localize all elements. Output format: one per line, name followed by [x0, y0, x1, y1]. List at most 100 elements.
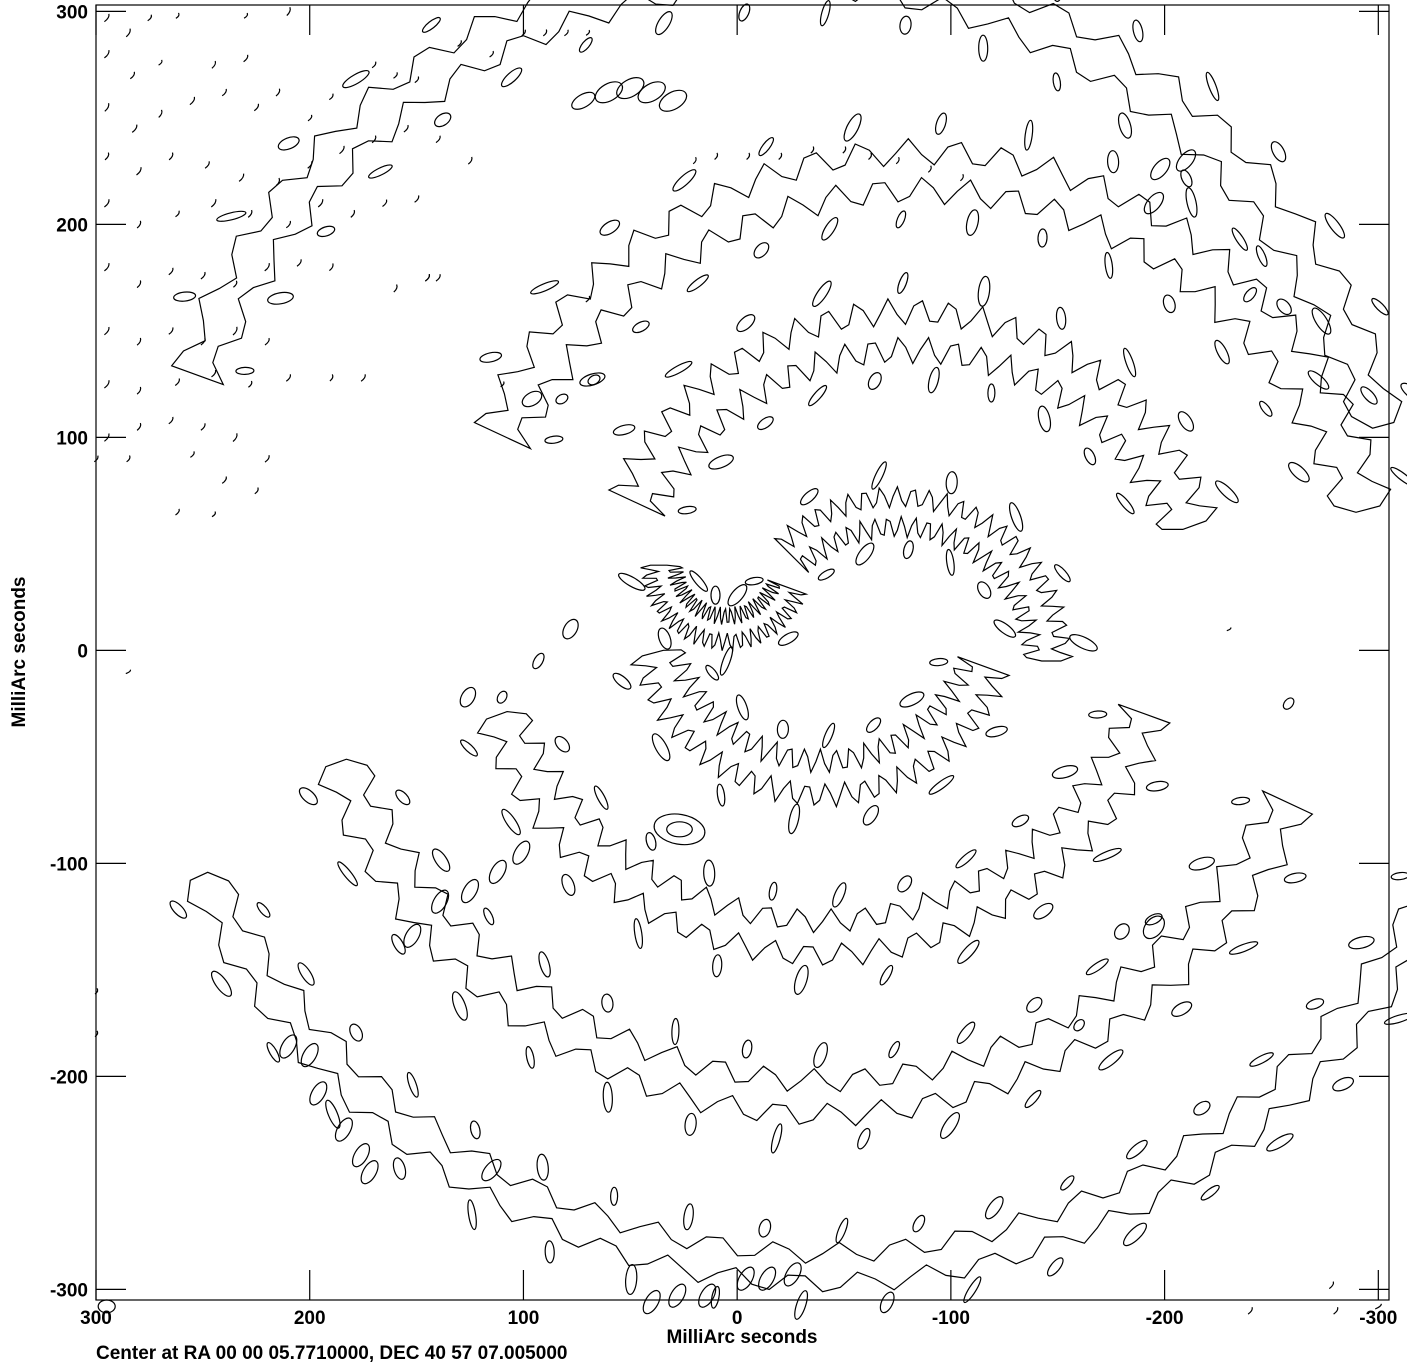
contour-blob [781, 1260, 805, 1289]
contour-fragment [404, 125, 408, 132]
contour-fragment [297, 259, 301, 266]
contour-blob [1024, 995, 1045, 1015]
contour-blob [755, 1264, 779, 1293]
contour-blob [798, 486, 820, 507]
contour-blob [792, 964, 811, 996]
contour-blob [955, 938, 982, 966]
contour-fragment [176, 509, 180, 515]
contour-fragment [869, 153, 872, 160]
contour-blob [612, 423, 636, 437]
contour-blob [1147, 155, 1173, 183]
contour-fragment [105, 103, 109, 111]
contour-blob [1114, 491, 1136, 515]
contour-fragment [104, 263, 109, 271]
contour-blob [741, 1039, 753, 1058]
contour-blob [545, 1241, 555, 1263]
contour-blob [610, 1187, 617, 1205]
contour-blob [1146, 780, 1169, 793]
contour-blob [769, 1123, 784, 1154]
contour-fragment [137, 280, 141, 287]
contour-blob [954, 1020, 977, 1046]
contour-blob [1331, 1075, 1356, 1094]
contour-blob [684, 1113, 697, 1136]
contour-blob [421, 15, 443, 34]
contour-fragment [175, 379, 179, 386]
contour-fragment [169, 268, 173, 275]
contour-blob [347, 1022, 365, 1043]
contour-blob [276, 134, 301, 152]
contour-fragment [340, 146, 345, 154]
contour-blob [929, 658, 948, 667]
contour-blob [1051, 763, 1079, 781]
contour-blob [1107, 150, 1119, 172]
contour-blob [703, 860, 715, 886]
contour-blob [1144, 911, 1164, 927]
contour-blob [1007, 501, 1025, 532]
contour-fragment [233, 281, 236, 287]
contour-blob [332, 1115, 356, 1144]
contour-fragment [137, 387, 141, 394]
contour-fragment [811, 147, 814, 154]
contour-blob [495, 690, 509, 705]
contour-fragment [137, 338, 141, 345]
contour-fragment [747, 153, 750, 160]
contour-fragment [543, 30, 546, 36]
contour-blob [298, 1041, 322, 1070]
contour-blob [937, 1110, 963, 1141]
contour-fragment [394, 72, 398, 78]
contour-blob [1254, 245, 1269, 268]
contour-blob [306, 1079, 330, 1108]
contour-blob [665, 1281, 689, 1310]
contour-blob [625, 1264, 638, 1295]
contour-blob [933, 112, 948, 136]
contour-blob [1082, 446, 1098, 466]
contour-fragment [239, 174, 244, 182]
contour-fragment [176, 13, 179, 19]
contour-fragment [265, 263, 270, 271]
arc-contour [172, 0, 1402, 428]
contour-blob [649, 731, 673, 763]
contour-blob [545, 435, 564, 444]
contour-blob [458, 877, 482, 906]
y-axis-title: MilliArc seconds [9, 577, 30, 728]
contour-blob [297, 785, 321, 808]
contour-blob [457, 685, 479, 710]
contour-blob [787, 803, 802, 834]
contour-blob [1188, 855, 1216, 873]
contour-blob [810, 279, 834, 309]
contour-blob [834, 1217, 850, 1244]
y-tick-label: 0 [77, 641, 88, 662]
contour-fragment [329, 94, 333, 100]
contour-blob [1265, 1131, 1295, 1154]
contour-fragment [159, 60, 162, 65]
contour-blob [560, 617, 582, 642]
contour-blob [1124, 1138, 1150, 1162]
contour-blob [391, 1157, 408, 1181]
contour-fragment [137, 167, 142, 175]
contour-blob [757, 1218, 772, 1238]
contour-fragment [468, 157, 472, 164]
contour-blob [1398, 380, 1407, 407]
contour-blob [1141, 189, 1167, 217]
contour-blob [734, 694, 751, 722]
contour-blob [979, 35, 988, 61]
contour-blob [644, 832, 657, 852]
contour-blob [236, 367, 254, 375]
contour-fragment [351, 210, 355, 217]
contour-blob [1038, 229, 1048, 247]
contour-blob [537, 951, 553, 978]
contour-blob [755, 414, 775, 432]
contour-fragment [126, 670, 131, 674]
contour-fragment [137, 423, 141, 430]
y-tick-label: 200 [56, 215, 88, 236]
y-tick-label: -300 [50, 1280, 88, 1301]
contour-blob [559, 873, 577, 897]
contour-blob [1104, 252, 1114, 279]
contour-blob [1023, 1089, 1043, 1110]
contour-blob [554, 392, 569, 406]
contour-blob [167, 899, 189, 921]
contour-blob [592, 77, 626, 107]
contour-blob [592, 785, 610, 811]
contour-blob [405, 1071, 420, 1098]
